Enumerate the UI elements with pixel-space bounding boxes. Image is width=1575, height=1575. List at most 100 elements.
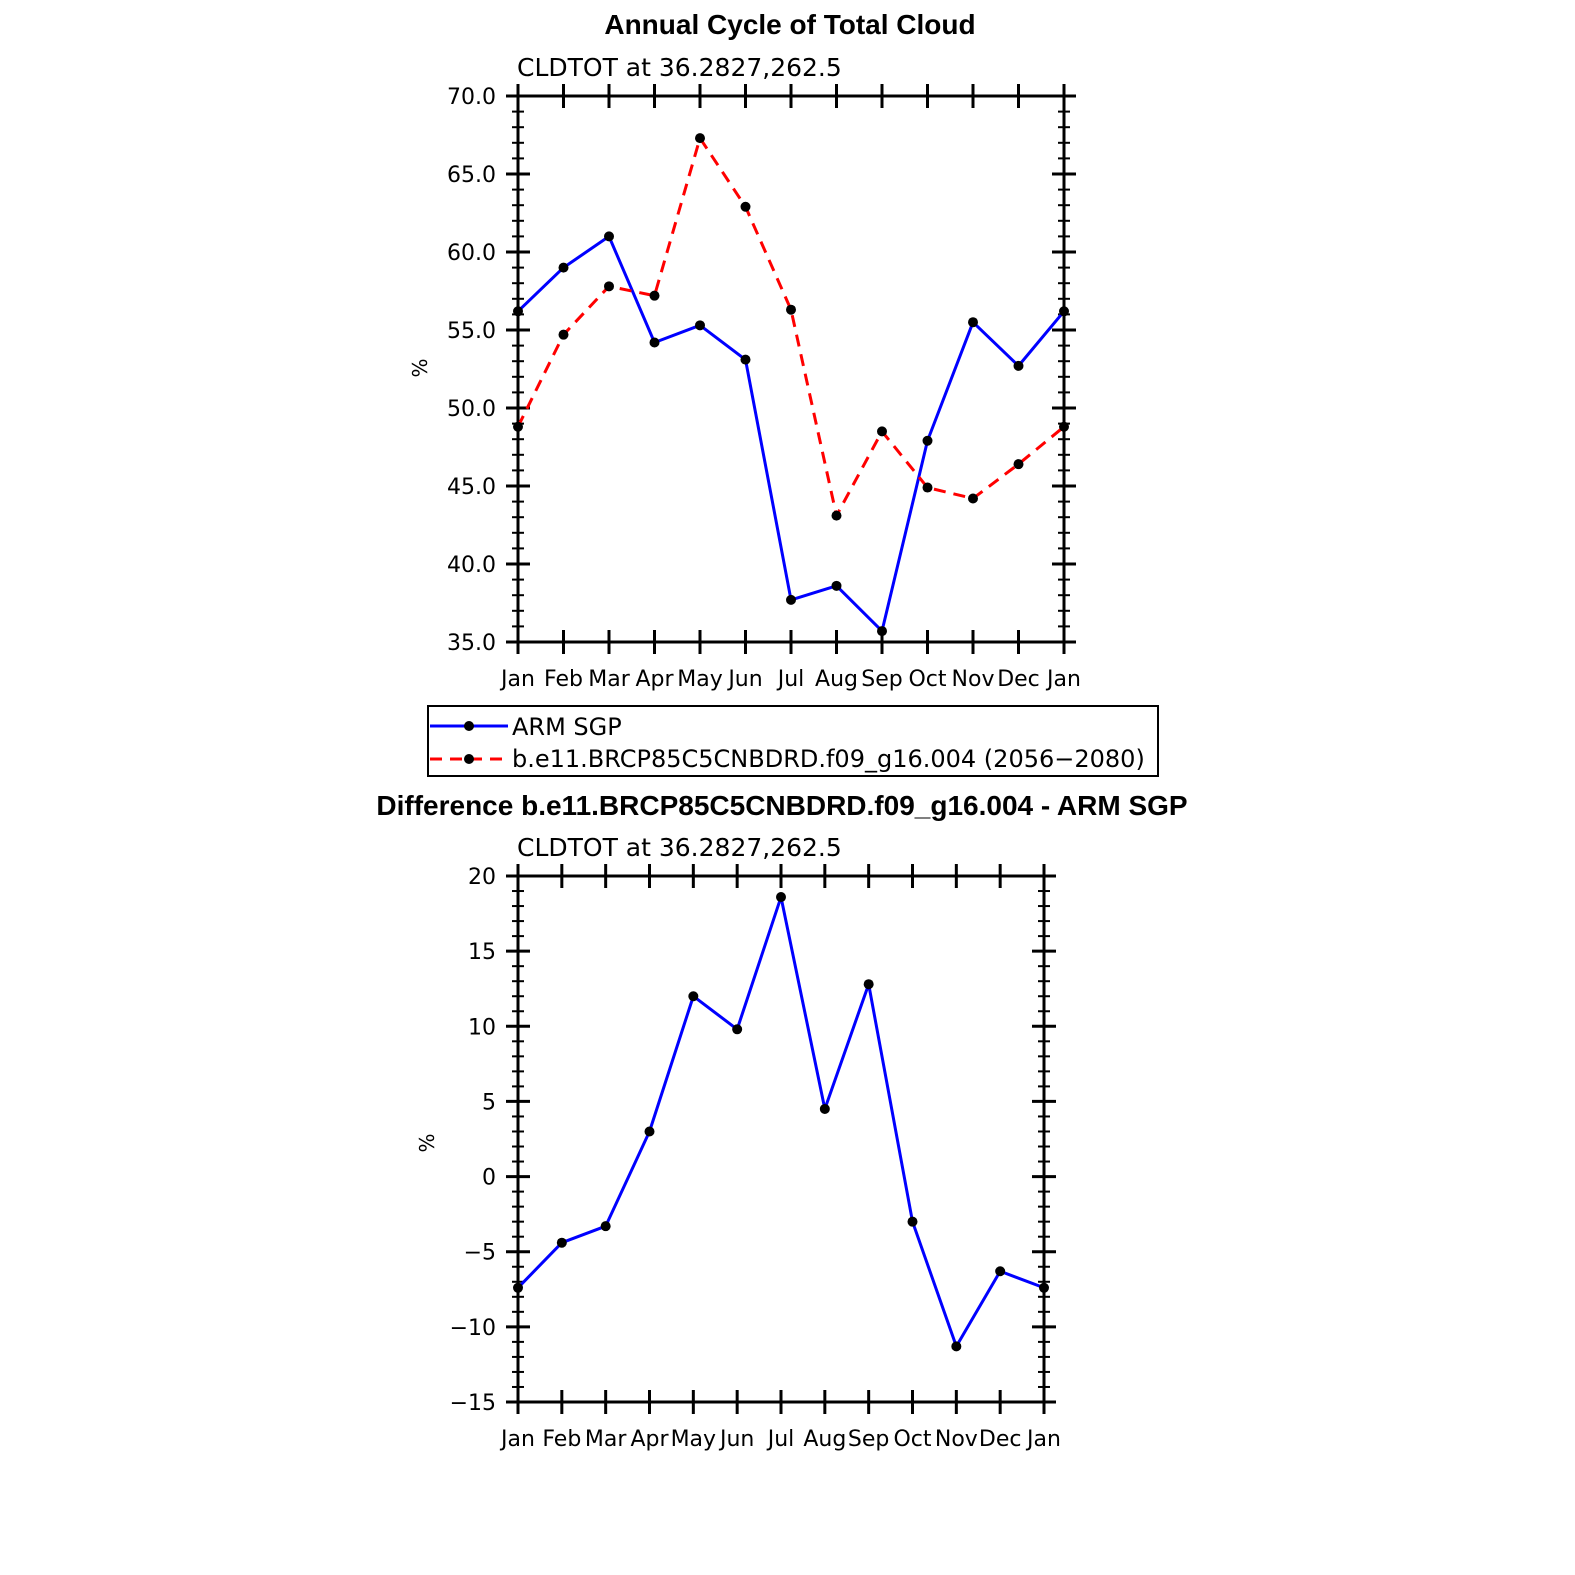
- top-chart-ytick-label: 50.0: [447, 397, 496, 422]
- top-chart-xtick-label: May: [677, 667, 722, 692]
- bottom-chart-plot: Jan Feb Mar Apr May Jun Jul Aug Sep Oct Nov Dec Jan−…: [450, 864, 1061, 1452]
- bottom-chart-ytick-label: −15: [450, 1391, 496, 1416]
- bottom-chart-series-0-point: [863, 979, 874, 990]
- bottom-chart-xtick-label: Mar: [585, 1427, 627, 1452]
- bottom-chart-xtick-label: Jul: [766, 1427, 795, 1452]
- top-chart-series-0-point: [649, 337, 660, 348]
- legend-marker-model: [464, 754, 474, 764]
- bottom-chart-series-0-point: [556, 1237, 567, 1248]
- bottom-chart-series-0-point: [600, 1221, 611, 1232]
- top-chart-series-0-point: [877, 626, 887, 637]
- top-chart-title: Annual Cycle of Total Cloud: [604, 9, 975, 40]
- bottom-chart-series-0-point: [732, 1024, 743, 1035]
- top-chart-ytick-label: 45.0: [447, 475, 496, 500]
- top-chart-series-1-point: [968, 493, 978, 504]
- bottom-chart-xtick-label: Apr: [630, 1427, 669, 1452]
- top-chart-series-1-point: [695, 133, 705, 144]
- bottom-chart-series-0-point: [776, 892, 786, 903]
- bottom-chart-xtick-label: Jan: [1025, 1427, 1061, 1452]
- top-chart-series-0-point: [1059, 306, 1069, 317]
- bottom-chart-xtick-label: May: [671, 1427, 716, 1452]
- bottom-chart-xtick-label: Sep: [848, 1427, 889, 1452]
- bottom-chart-xtick-label: Dec: [979, 1427, 1022, 1452]
- top-chart-series-1-point: [649, 290, 660, 301]
- top-chart-series-1-point: [922, 482, 933, 493]
- top-chart-series-0-point: [922, 435, 933, 446]
- top-chart-series-0-point: [1013, 360, 1024, 371]
- top-chart-series-1-point: [877, 426, 887, 437]
- bottom-chart-series-0-point: [995, 1266, 1006, 1277]
- legend-marker-arm-sgp: [464, 721, 474, 731]
- top-chart-series-1-point: [740, 201, 751, 212]
- top-chart-series-1-point: [558, 329, 569, 340]
- top-chart-plot: Jan Feb Mar Apr May Jun Jul Aug Sep Oct Nov Dec Jan3…: [447, 84, 1081, 692]
- top-chart-xtick-label: Aug: [815, 667, 858, 692]
- top-chart-series-1-point: [513, 421, 523, 432]
- bottom-chart-ytick-label: 20: [468, 865, 496, 890]
- top-chart-legend: ARM SGP b.e11.BRCP85C5CNBDRD.f09_g16.004…: [427, 705, 1159, 777]
- top-chart-ytick-label: 65.0: [447, 163, 496, 188]
- bottom-chart-xtick-label: Jun: [718, 1427, 754, 1452]
- top-chart-frame: [516, 94, 1066, 644]
- bottom-chart-series-0-point: [688, 991, 699, 1002]
- top-chart-series-0-point: [968, 317, 978, 328]
- top-chart-xtick-label: Oct: [908, 667, 946, 692]
- legend-label-arm-sgp: ARM SGP: [512, 713, 622, 741]
- bottom-chart-frame: [516, 874, 1046, 1404]
- top-chart-xtick-label: Nov: [952, 667, 995, 692]
- top-chart-xtick-label: Sep: [861, 667, 902, 692]
- top-chart-xtick-label: Feb: [544, 667, 583, 692]
- legend-label-model: b.e11.BRCP85C5CNBDRD.f09_g16.004 (2056−2…: [512, 745, 1145, 773]
- top-chart-series-0-point: [604, 231, 614, 242]
- bottom-chart-series-0-point: [907, 1216, 918, 1227]
- bottom-chart-ytick-label: 0: [482, 1166, 496, 1191]
- top-chart-ytick-label: 35.0: [447, 631, 496, 656]
- top-chart-series-1-point: [831, 510, 842, 521]
- top-chart-xtick-label: Jul: [776, 667, 805, 692]
- bottom-chart-ytick-label: 10: [468, 1015, 496, 1040]
- top-chart-ytick-label: 40.0: [447, 553, 496, 578]
- bottom-chart-series-0-point: [513, 1282, 523, 1293]
- top-chart-series-1-point: [1013, 459, 1024, 470]
- top-chart-xtick-label: Jan: [1045, 667, 1081, 692]
- bottom-chart-title: Difference b.e11.BRCP85C5CNBDRD.f09_g16.…: [376, 790, 1187, 821]
- bottom-chart-xtick-label: Feb: [542, 1427, 581, 1452]
- top-chart-series-0-line: [516, 234, 1066, 633]
- top-chart-series-0-point: [831, 580, 842, 591]
- legend-box: [427, 705, 1159, 777]
- top-chart-series-1-line: [516, 136, 1065, 518]
- top-chart-xtick-label: Mar: [588, 667, 630, 692]
- top-chart-series-0-point: [695, 320, 705, 331]
- top-chart-ytick-label: 70.0: [447, 85, 496, 110]
- top-chart-series-0-point: [740, 354, 751, 365]
- bottom-chart-series-0-point: [951, 1341, 962, 1352]
- bottom-chart-xtick-label: Aug: [803, 1427, 846, 1452]
- bottom-chart-xtick-label: Oct: [893, 1427, 931, 1452]
- top-chart-xtick-label: Jan: [499, 667, 535, 692]
- top-chart-series-1-point: [1059, 421, 1069, 432]
- top-chart-xtick-label: Dec: [997, 667, 1040, 692]
- top-chart-series-0-point: [513, 306, 523, 317]
- top-chart-xtick-label: Jun: [726, 667, 762, 692]
- top-chart-series-0-point: [786, 594, 796, 605]
- bottom-chart-ylabel: %: [415, 1133, 439, 1152]
- bottom-chart-xtick-label: Nov: [935, 1427, 978, 1452]
- bottom-chart-subtitle: CLDTOT at 36.2827,262.5: [517, 833, 842, 862]
- bottom-chart-ytick-label: 15: [468, 940, 496, 965]
- top-chart-subtitle: CLDTOT at 36.2827,262.5: [517, 53, 842, 82]
- bottom-chart-series-0-line: [516, 895, 1045, 1348]
- top-chart-ytick-label: 60.0: [447, 241, 496, 266]
- top-chart-series-1-point: [604, 281, 614, 292]
- bottom-chart-series-0-point: [1039, 1282, 1049, 1293]
- bottom-chart-ytick-label: 5: [482, 1090, 496, 1115]
- top-chart-series-0-point: [558, 262, 569, 273]
- bottom-chart-series-0-point: [819, 1103, 830, 1114]
- bottom-chart-ytick-label: −5: [464, 1241, 496, 1266]
- top-chart-series-1-point: [786, 304, 796, 315]
- bottom-chart-xtick-label: Jan: [499, 1427, 535, 1452]
- top-chart-xtick-label: Apr: [635, 667, 674, 692]
- top-chart-ytick-label: 55.0: [447, 319, 496, 344]
- bottom-chart-series-0-point: [644, 1126, 655, 1137]
- top-chart-ylabel: %: [408, 358, 432, 377]
